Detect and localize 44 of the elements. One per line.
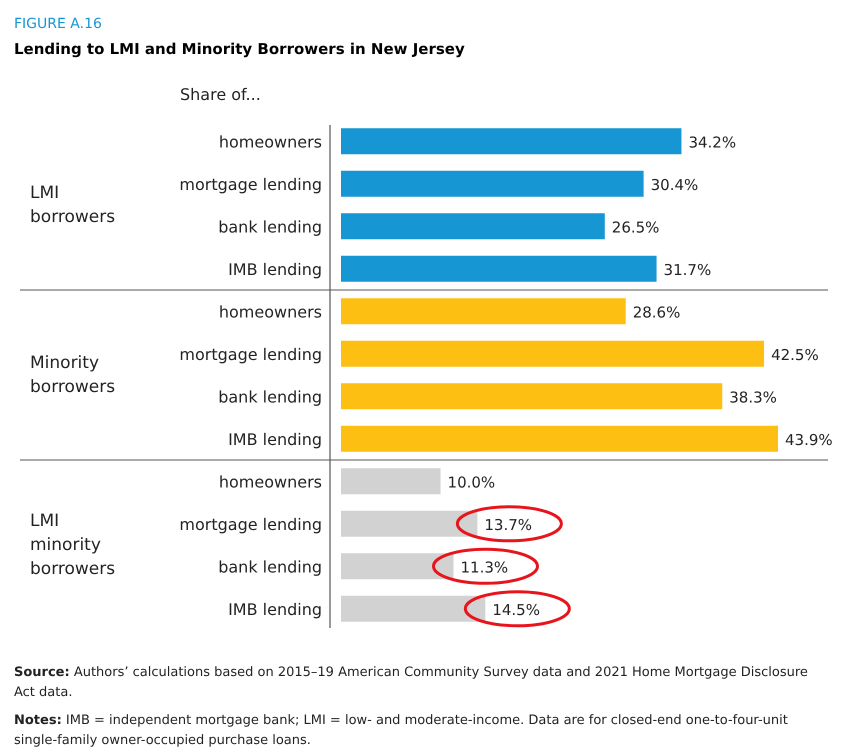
y-tick-label: homeowners xyxy=(218,302,322,322)
source-note: Source: Authors’ calculations based on 2015–19 American Community Survey data and 2021 Home Mortgage Disclosure Act data. xyxy=(14,665,808,700)
text: LMI borrowers xyxy=(30,183,116,227)
y-tick-label: homeowners xyxy=(218,132,322,152)
y-tick-label: bank lending xyxy=(218,387,322,406)
bar xyxy=(341,340,764,367)
y-tick-label: bank lending xyxy=(218,217,322,236)
data-label: 10.0% xyxy=(448,473,496,492)
data-label: 30.4% xyxy=(650,176,698,194)
bar xyxy=(341,596,486,622)
y-tick-label: bank lending xyxy=(218,557,322,576)
bar xyxy=(341,383,722,410)
bar xyxy=(341,128,682,154)
bar xyxy=(341,213,605,240)
y-tick-label: IMB lending xyxy=(228,430,322,449)
text: Notes: IMB = independent mortgage bank; LMI = low- and moderate-income. Data are for closed-end one-to-four-unit single-family owner-occupied purchase loans. xyxy=(14,713,788,748)
bar xyxy=(341,553,454,580)
data-label: 34.2% xyxy=(688,133,736,152)
y-tick-label: IMB lending xyxy=(228,600,322,619)
bar xyxy=(341,468,441,494)
y-tick-label: mortgage lending xyxy=(179,514,322,534)
y-tick-label: IMB lending xyxy=(228,260,322,279)
data-label: 14.5% xyxy=(492,600,540,619)
text: Minority borrowers xyxy=(30,353,116,397)
data-label: 26.5% xyxy=(612,218,660,236)
bar xyxy=(341,256,657,282)
y-tick-label: homeowners xyxy=(218,472,322,492)
data-label: 13.7% xyxy=(484,516,532,534)
data-label: 31.7% xyxy=(664,260,712,279)
y-tick-label: mortgage lending xyxy=(179,174,322,194)
data-label: 42.5% xyxy=(771,346,819,364)
bar xyxy=(341,170,644,197)
data-label: 38.3% xyxy=(729,388,777,406)
bar xyxy=(341,298,626,324)
text: LMI minority borrowers xyxy=(30,511,116,579)
data-label: 28.6% xyxy=(632,303,680,322)
y-tick-label: mortgage lending xyxy=(179,344,322,364)
chart-title: Lending to LMI and Minority Borrowers in New Jersey xyxy=(14,40,465,58)
text: FIGURE A.16 xyxy=(14,16,102,32)
data-label: 43.9% xyxy=(785,430,833,449)
text: Share of... xyxy=(180,85,261,104)
data-label: 11.3% xyxy=(460,558,508,576)
bar xyxy=(341,510,478,537)
bar xyxy=(341,426,778,452)
